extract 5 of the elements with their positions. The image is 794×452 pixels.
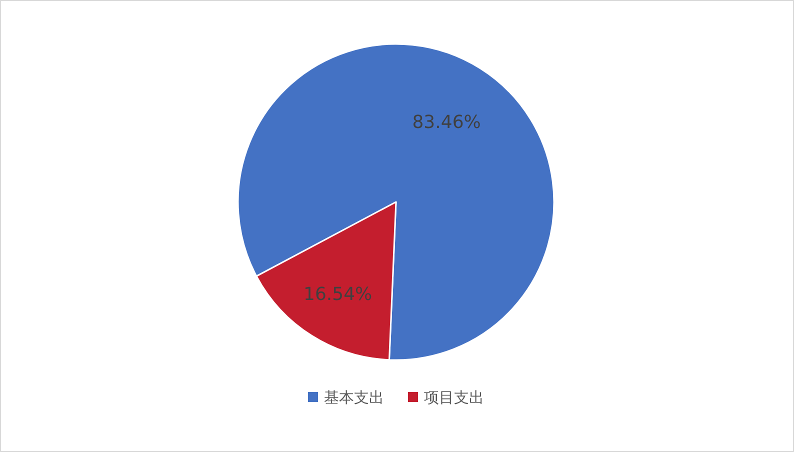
legend-label: 项目支出 xyxy=(424,388,484,406)
data-label: 16.54% xyxy=(304,284,372,306)
legend-label: 基本支出 xyxy=(324,388,384,406)
data-label: 83.46% xyxy=(412,112,481,133)
pie-slice xyxy=(237,43,555,361)
